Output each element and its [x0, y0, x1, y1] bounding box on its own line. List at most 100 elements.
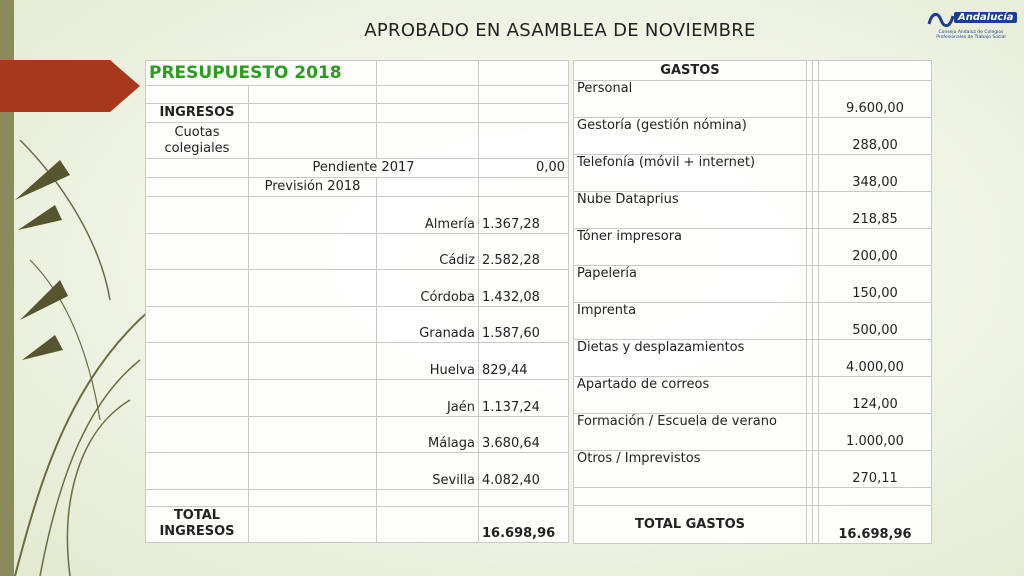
- total-amount: 16.698,96: [478, 505, 569, 543]
- total-amount: 16.698,96: [818, 505, 932, 544]
- amount: 348,00: [818, 154, 932, 192]
- table-cell: [376, 505, 479, 543]
- table-cell: [478, 103, 569, 123]
- table-row: INGRESOS: [145, 103, 569, 123]
- table-row: PRESUPUESTO 2018: [145, 60, 569, 86]
- table-cell: [376, 103, 479, 123]
- table-cell: [478, 488, 569, 507]
- table-cell: [376, 85, 479, 104]
- decoration: [0, 0, 151, 576]
- table-cell: [145, 378, 249, 417]
- amount: 270,11: [818, 450, 932, 488]
- expense-label: Dietas y desplazamientos: [573, 339, 807, 377]
- table-cell: [145, 305, 249, 344]
- table-cell: [145, 269, 249, 307]
- table-cell: [248, 415, 377, 454]
- table-row: Córdoba 1.432,08: [145, 269, 569, 307]
- province: Málaga: [376, 415, 479, 454]
- table-cell: [248, 85, 377, 104]
- table-row: Telefonía (móvil + internet) 348,00: [573, 154, 932, 192]
- table-cell: [248, 232, 377, 271]
- expense-label: Gestoría (gestión nómina): [573, 117, 807, 155]
- amount: 1.000,00: [818, 413, 932, 451]
- table-cell: [376, 488, 479, 507]
- amount: 1.137,24: [478, 378, 569, 417]
- table-row: Jaén 1.137,24: [145, 378, 569, 417]
- amount: 3.680,64: [478, 415, 569, 454]
- table-row: Almería 1.367,28: [145, 196, 569, 234]
- row-label: Pendiente 2017: [248, 158, 479, 178]
- table-row: Granada 1.587,60: [145, 305, 569, 344]
- table-cell: [248, 305, 377, 344]
- province: Huelva: [376, 342, 479, 380]
- table-row: Pendiente 2017 0,00: [145, 158, 569, 178]
- logo: Andalucía Consejo Andaluz de Colegios Pr…: [926, 10, 1018, 44]
- table-row: Gestoría (gestión nómina) 288,00: [573, 117, 932, 155]
- table-cell: [478, 122, 569, 159]
- amount: 0,00: [478, 158, 569, 178]
- table-row: Cuotas colegiales: [145, 122, 569, 159]
- logo-subtitle: Consejo Andaluz de Colegios Profesionale…: [936, 30, 1006, 40]
- row-label: Previsión 2018: [248, 177, 377, 197]
- province: Sevilla: [376, 452, 479, 490]
- province: Jaén: [376, 378, 479, 417]
- total-label: TOTAL GASTOS: [573, 505, 807, 544]
- table-row: Nube Dataprius 218,85: [573, 191, 932, 229]
- table-cell: [248, 452, 377, 490]
- table-cell: [248, 122, 377, 159]
- table-header: GASTOS: [573, 60, 807, 81]
- table-cell: [478, 85, 569, 104]
- table-cell: [573, 487, 807, 506]
- table-row: Sevilla 4.082,40: [145, 452, 569, 490]
- table-cell: [145, 158, 249, 178]
- amount: 150,00: [818, 265, 932, 303]
- amount: 1.587,60: [478, 305, 569, 344]
- amount: 829,44: [478, 342, 569, 380]
- table-row: Dietas y desplazamientos 4.000,00: [573, 339, 932, 377]
- table-cell: [145, 452, 249, 490]
- table-cell: [478, 177, 569, 197]
- table-row: [145, 488, 569, 507]
- amount: 2.582,28: [478, 232, 569, 271]
- expense-label: Apartado de correos: [573, 376, 807, 414]
- expense-label: Imprenta: [573, 302, 807, 340]
- amount: 218,85: [818, 191, 932, 229]
- amount: 124,00: [818, 376, 932, 414]
- table-row: Otros / Imprevistos 270,11: [573, 450, 932, 488]
- amount: 4.000,00: [818, 339, 932, 377]
- table-row: TOTAL GASTOS 16.698,96: [573, 505, 932, 544]
- table-row: [145, 85, 569, 104]
- province: Almería: [376, 196, 479, 234]
- logo-icon: [927, 13, 955, 27]
- table-row: Tóner impresora 200,00: [573, 228, 932, 266]
- table-row: GASTOS: [573, 60, 932, 81]
- table-row: Formación / Escuela de verano 1.000,00: [573, 413, 932, 451]
- expense-label: Nube Dataprius: [573, 191, 807, 229]
- table-row: Málaga 3.680,64: [145, 415, 569, 454]
- table-cell: [145, 342, 249, 380]
- table-cell: [248, 342, 377, 380]
- table-cell: [248, 378, 377, 417]
- table-row: TOTAL INGRESOS 16.698,96: [145, 505, 569, 543]
- table-cell: [145, 488, 249, 507]
- table-cell: [145, 177, 249, 197]
- table-cell: [248, 505, 377, 543]
- amount: 4.082,40: [478, 452, 569, 490]
- table-title: PRESUPUESTO 2018: [145, 60, 377, 86]
- table-cell: [376, 177, 479, 197]
- table-cell: [145, 232, 249, 271]
- table-cell: [818, 60, 932, 81]
- table-cell: [248, 103, 377, 123]
- table-row: Apartado de correos 124,00: [573, 376, 932, 414]
- expense-label: Telefonía (móvil + internet): [573, 154, 807, 192]
- table-row: Personal 9.600,00: [573, 80, 932, 118]
- province: Cádiz: [376, 232, 479, 271]
- table-cell: [145, 196, 249, 234]
- table-cell: [376, 122, 479, 159]
- slide-title: APROBADO EN ASAMBLEA DE NOVIEMBRE: [364, 20, 756, 41]
- table-row: Huelva 829,44: [145, 342, 569, 380]
- income-table: PRESUPUESTO 2018 INGRESOS Cuotas colegiale…: [145, 60, 569, 543]
- amount: 1.432,08: [478, 269, 569, 307]
- table-cell: [145, 85, 249, 104]
